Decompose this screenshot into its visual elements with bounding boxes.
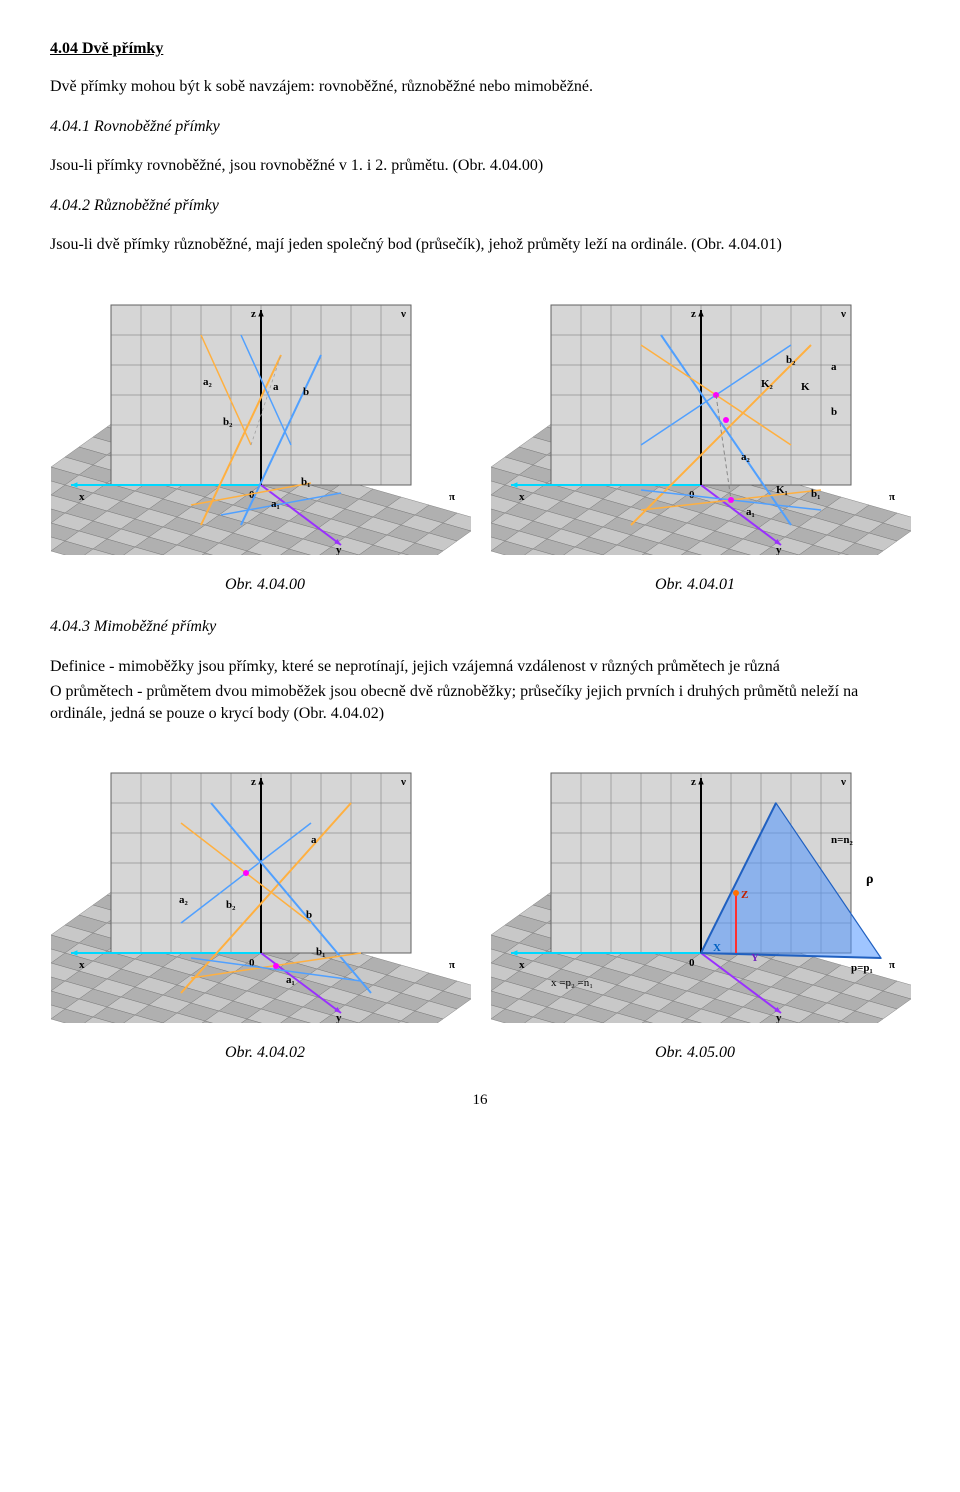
figure-4-05-00: x y z ν π 0 Z X Yn=n₂ ρ p=p₁ x =p₂ =n₁ [490, 742, 910, 1024]
figure-row-1: xyzνπ0a₂abb₂b₁a₁ xyzνπ0KabK₂b₂a₂K₁b₁a₁ [50, 274, 910, 556]
svg-text:ν: ν [400, 308, 406, 320]
svg-text:z: z [691, 776, 696, 788]
caption-fig-03: Obr. 4.05.00 [480, 1044, 910, 1062]
figure-4-04-00: xyzνπ0a₂abb₂b₁a₁ [50, 274, 470, 556]
subsection-2-heading: 4.04.2 Různoběžné přímky [50, 195, 910, 217]
caption-fig-01: Obr. 4.04.01 [480, 576, 910, 594]
svg-text:y: y [336, 1012, 342, 1024]
svg-text:b: b [306, 909, 312, 921]
svg-text:n=n₂: n=n₂ [831, 834, 854, 846]
svg-text:π: π [449, 491, 455, 503]
svg-text:x =p₂ =n₁: x =p₂ =n₁ [551, 977, 593, 989]
svg-text:x: x [79, 491, 85, 503]
svg-text:y: y [776, 544, 782, 556]
svg-text:Y: Y [751, 952, 759, 964]
svg-text:y: y [776, 1012, 782, 1024]
subsection-1-heading: 4.04.1 Rovnoběžné přímky [50, 116, 910, 138]
svg-text:a₁: a₁ [746, 506, 755, 518]
svg-text:ν: ν [400, 776, 406, 788]
subsection-3-def: Definice - mimoběžky jsou přímky, které … [50, 656, 910, 678]
svg-text:b₂: b₂ [223, 416, 233, 428]
svg-text:z: z [251, 776, 256, 788]
svg-text:ρ: ρ [866, 872, 874, 887]
subsection-3-heading: 4.04.3 Mimoběžné přímky [50, 616, 910, 638]
svg-text:y: y [336, 544, 342, 556]
svg-text:a₂: a₂ [741, 451, 751, 463]
figure-4-04-01: xyzνπ0KabK₂b₂a₂K₁b₁a₁ [490, 274, 910, 556]
svg-text:a₁: a₁ [271, 498, 280, 510]
svg-text:b₂: b₂ [226, 899, 236, 911]
svg-text:a: a [311, 834, 317, 846]
svg-text:a₁: a₁ [286, 974, 295, 986]
svg-text:π: π [889, 959, 895, 971]
svg-text:ν: ν [840, 308, 846, 320]
svg-text:X: X [713, 942, 721, 954]
caption-row-1: Obr. 4.04.00 Obr. 4.04.01 [50, 576, 910, 594]
svg-text:x: x [519, 959, 525, 971]
caption-fig-02: Obr. 4.04.02 [50, 1044, 480, 1062]
svg-text:π: π [889, 491, 895, 503]
svg-text:Z: Z [741, 889, 748, 901]
subsection-1-body: Jsou-li přímky rovnoběžné, jsou rovnoběž… [50, 155, 910, 177]
caption-row-2: Obr. 4.04.02 Obr. 4.05.00 [50, 1044, 910, 1062]
svg-text:p=p₁: p=p₁ [851, 962, 873, 974]
svg-text:π: π [449, 959, 455, 971]
svg-text:K₂: K₂ [761, 378, 774, 390]
svg-text:a: a [831, 361, 837, 373]
svg-text:x: x [519, 491, 525, 503]
figure-row-2: x y z ν π 0 a a₂ b₂ b b₁ a₁ x y z ν π 0 Z X Yn=n₂ ρ p=p₁ x =p₂… [50, 742, 910, 1024]
svg-text:a₂: a₂ [179, 894, 189, 906]
subsection-2-body: Jsou-li dvě přímky různoběžné, mají jede… [50, 234, 910, 256]
intro-text: Dvě přímky mohou být k sobě navzájem: ro… [50, 76, 910, 98]
caption-fig-00: Obr. 4.04.00 [50, 576, 480, 594]
svg-text:b₁: b₁ [811, 488, 820, 500]
svg-text:b: b [831, 406, 837, 418]
svg-text:K: K [801, 381, 810, 393]
section-title: 4.04 Dvě přímky [50, 40, 910, 58]
svg-text:K₁: K₁ [776, 484, 788, 496]
svg-text:a₂: a₂ [203, 376, 213, 388]
svg-text:b₁: b₁ [316, 946, 325, 958]
svg-text:b: b [303, 386, 309, 398]
subsection-3-body: O průmětech - průmětem dvou mimoběžek js… [50, 681, 910, 724]
svg-text:a: a [273, 381, 279, 393]
svg-text:b₁: b₁ [301, 476, 310, 488]
figure-4-04-02: xyzνπ0aa₂b₂bb₁a₁ [50, 742, 470, 1024]
svg-text:b₂: b₂ [786, 354, 796, 366]
svg-text:ν: ν [840, 776, 846, 788]
svg-text:z: z [251, 308, 256, 320]
svg-text:z: z [691, 308, 696, 320]
svg-text:0: 0 [689, 957, 695, 969]
svg-text:x: x [79, 959, 85, 971]
page-number: 16 [50, 1092, 910, 1109]
